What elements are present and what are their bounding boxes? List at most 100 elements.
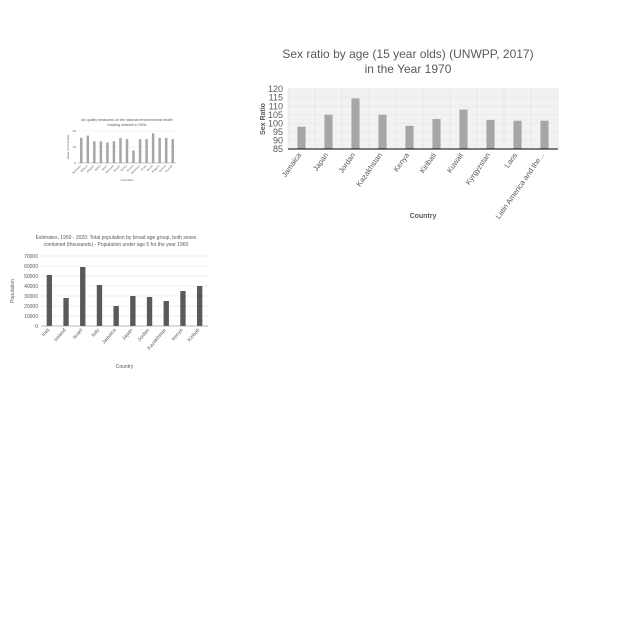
bar — [106, 142, 109, 163]
y-tick-label: 50000 — [24, 274, 38, 280]
x-tick-label: Barbados — [71, 163, 82, 174]
bar — [99, 141, 103, 163]
x-axis-title: Countries — [121, 178, 134, 182]
x-tick-label: Japan — [311, 151, 330, 173]
x-tick-label: Brazil — [140, 164, 148, 172]
bar — [405, 125, 414, 149]
y-tick-label: 20000 — [24, 304, 38, 310]
x-tick-label: Iraq — [41, 327, 51, 338]
bar — [432, 119, 441, 149]
chart-title-line: Estimates, 1950 - 2020: Total population… — [36, 235, 197, 241]
bar — [378, 114, 387, 149]
chart-title-line: Sex ratio by age (15 year olds) (UNWPP, … — [282, 47, 533, 61]
bar — [171, 139, 174, 163]
x-tick-label: Belize — [94, 163, 102, 171]
x-tick-label: Bolivia — [119, 163, 128, 172]
bar — [80, 137, 83, 163]
x-tick-label: Botswana — [130, 163, 141, 174]
y-tick-label: 115 — [269, 93, 283, 103]
y-tick-label: 85 — [273, 144, 283, 154]
x-tick-label: Latin America and the... — [494, 151, 547, 221]
bar — [80, 267, 86, 326]
y-tick-label: 10000 — [24, 314, 38, 320]
bar — [113, 306, 119, 326]
bar — [324, 114, 333, 149]
y-tick-label: 10 — [73, 145, 77, 149]
y-tick-label: 0 — [35, 324, 38, 330]
bar — [125, 139, 129, 163]
bar — [46, 275, 53, 326]
y-tick-label: 95 — [273, 127, 283, 137]
y-tick-label: 20 — [73, 129, 77, 133]
x-tick-label: Bulgaria — [151, 163, 161, 173]
sex-ratio-chart: Sex ratio by age (15 year olds) (UNWPP, … — [260, 47, 559, 221]
y-tick-label: 60000 — [24, 264, 38, 270]
x-tick-label: Benin — [101, 163, 109, 171]
x-tick-label: Burundi — [164, 164, 173, 173]
bar — [180, 291, 186, 326]
y-tick-label: 70000 — [24, 254, 38, 260]
bar — [540, 120, 549, 149]
x-tick-label: Brunei — [146, 164, 154, 172]
bar — [112, 141, 116, 163]
x-tick-label: Japan — [121, 327, 134, 341]
y-tick-label: 90 — [273, 136, 283, 146]
x-tick-label: Jordan — [337, 151, 358, 175]
bar — [196, 286, 203, 326]
bar — [513, 120, 522, 149]
bar — [164, 137, 168, 163]
x-tick-label: Kiribati — [418, 151, 439, 175]
y-tick-label: 100 — [268, 118, 283, 128]
x-tick-label: Kenya — [392, 150, 412, 173]
bar — [138, 139, 142, 163]
x-tick-label: Israel — [72, 327, 84, 340]
bar — [145, 139, 148, 163]
bar — [132, 150, 135, 163]
x-tick-label: Bosnia — [126, 163, 135, 172]
x-tick-label: Bermuda — [104, 163, 115, 174]
bar — [486, 119, 495, 149]
chart-title-line: Air quality measures on the national env… — [81, 118, 173, 122]
chart-title-line: combined (thousands) - Population under … — [44, 242, 189, 248]
bar — [459, 109, 468, 149]
bar — [146, 297, 153, 326]
y-axis-title: Value of air quality — [66, 134, 70, 159]
x-tick-label: Belarus — [79, 163, 89, 173]
bar — [119, 137, 122, 163]
y-tick-label: 110 — [269, 101, 283, 111]
y-tick-label: 0 — [74, 161, 76, 165]
x-tick-label: Kiribati — [187, 327, 201, 343]
x-tick-label: Jamaica — [101, 327, 118, 345]
chart-title-line: in the Year 1970 — [365, 62, 452, 76]
x-tick-label: Jamaica — [280, 150, 304, 179]
x-tick-label: Italy — [90, 327, 101, 338]
chart-title: Estimates, 1950 - 2020: Total population… — [36, 235, 197, 248]
bar — [130, 296, 136, 326]
bar — [93, 141, 96, 163]
y-tick-label: 120 — [268, 84, 283, 94]
bar — [151, 133, 155, 163]
x-tick-label: Kazakhstan — [354, 151, 384, 188]
x-tick-label: Kyrgyzstan — [463, 151, 492, 187]
population-chart: Estimates, 1950 - 2020: Total population… — [10, 235, 208, 370]
chart-title-line: tracking network in 2004 — [108, 123, 147, 127]
x-axis-title: Country — [116, 364, 134, 370]
x-tick-label: Ireland — [53, 327, 68, 343]
y-axis-title: Population — [10, 279, 16, 303]
x-tick-label: Bhutan — [113, 163, 122, 172]
x-axis-title: Country — [410, 213, 437, 220]
y-tick-label: 30000 — [24, 294, 38, 300]
bar — [96, 285, 103, 326]
chart-title: Air quality measures on the national env… — [81, 118, 173, 127]
x-tick-label: Laos — [502, 151, 519, 170]
bar — [297, 126, 306, 149]
x-tick-label: Belgium — [86, 164, 95, 173]
y-tick-label: 105 — [268, 110, 283, 120]
bar — [86, 135, 90, 163]
bar — [163, 301, 169, 326]
x-tick-label: Burkina — [158, 163, 167, 172]
bar — [158, 137, 161, 163]
air-quality-chart: Air quality measures on the national env… — [66, 118, 176, 182]
x-tick-label: Jordan — [137, 327, 152, 343]
